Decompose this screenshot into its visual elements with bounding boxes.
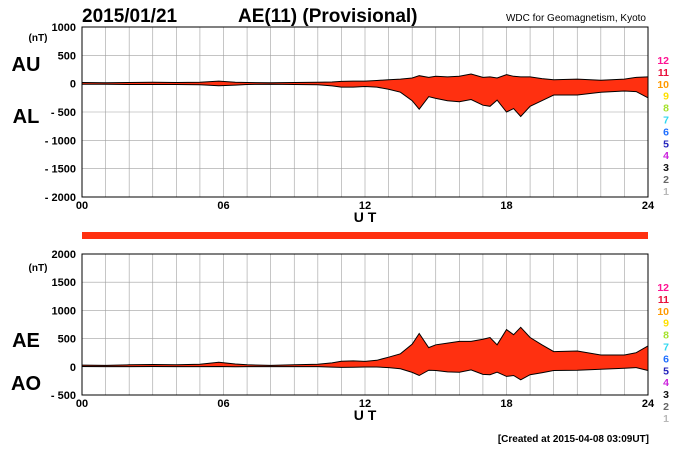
- station-count-label: 2: [663, 401, 669, 413]
- ae-ao-band: [82, 327, 648, 380]
- au-al-x-axis-label: U T: [354, 209, 377, 225]
- y-tick-label: 1500: [52, 277, 76, 289]
- y-tick-label: 500: [58, 334, 76, 346]
- y-tick-label: - 1500: [45, 164, 76, 176]
- station-count-label: 11: [658, 67, 669, 79]
- station-count-label: 3: [663, 162, 669, 174]
- au-label: AU: [12, 54, 41, 76]
- ae-ao-y-ticks: 2000 1500 1000 500 0 - 500: [51, 249, 76, 402]
- au-al-band: [82, 74, 648, 117]
- plot-title: AE(11) (Provisional): [238, 6, 418, 27]
- created-timestamp: [Created at 2015-04-08 03:09UT]: [498, 434, 649, 445]
- ao-line: [81, 365, 649, 381]
- station-count-label: 9: [663, 318, 669, 330]
- y-tick-label: - 2000: [45, 192, 76, 204]
- station-count-label: 6: [663, 126, 669, 138]
- y-tick-label: - 500: [51, 107, 76, 119]
- station-count-label: 12: [657, 282, 669, 294]
- y-tick-label: 0: [70, 362, 76, 374]
- station-count-label: 8: [663, 330, 669, 342]
- au-al-panel: 1000 500 0 - 500 - 1000 - 1500 - 2000 00 06 12 18…: [12, 22, 655, 225]
- station-count-label: 3: [663, 389, 669, 401]
- station-count-label: 2: [663, 174, 669, 186]
- y-tick-label: - 1000: [45, 135, 76, 147]
- x-tick-label: 24: [642, 200, 655, 212]
- au-al-unit-label: (nT): [29, 33, 48, 44]
- au-line: [81, 73, 649, 84]
- au-al-x-ticks: 00 06 12 18 24: [76, 200, 655, 212]
- ae-ao-frame: [81, 253, 649, 396]
- al-label: AL: [13, 106, 40, 128]
- y-tick-label: 500: [58, 50, 76, 62]
- y-tick-label: 1000: [52, 22, 76, 34]
- station-count-label: 5: [663, 138, 669, 150]
- x-tick-label: 06: [217, 200, 229, 212]
- x-tick-label: 18: [500, 398, 512, 410]
- station-count-label: 4: [663, 377, 669, 389]
- ae-ao-unit-label: (nT): [29, 263, 48, 274]
- separator-bar: [82, 232, 648, 239]
- au-al-grid: [82, 27, 648, 197]
- x-tick-label: 18: [500, 200, 512, 212]
- station-count-label: 9: [663, 91, 669, 103]
- station-count-label: 12: [657, 55, 669, 67]
- station-count-label: 10: [657, 306, 669, 318]
- station-count-label: 6: [663, 353, 669, 365]
- station-count-label: 10: [657, 79, 669, 91]
- station-count-label: 8: [663, 103, 669, 115]
- x-tick-label: 06: [217, 398, 229, 410]
- y-tick-label: - 500: [51, 390, 76, 402]
- station-count-label: 1: [663, 413, 669, 425]
- x-tick-label: 12: [359, 200, 371, 212]
- station-count-label: 5: [663, 365, 669, 377]
- au-al-y-ticks: 1000 500 0 - 500 - 1000 - 1500 - 2000: [45, 22, 76, 204]
- al-line: [82, 83, 649, 118]
- ae-ao-x-ticks: 00 06 12 18 24: [76, 398, 655, 410]
- ae-label: AE: [12, 330, 40, 352]
- plot-date: 2015/01/21: [82, 6, 178, 27]
- y-tick-label: 1000: [52, 305, 76, 317]
- x-tick-label: 24: [642, 398, 655, 410]
- station-count-label: 11: [658, 294, 669, 306]
- y-tick-label: 2000: [52, 249, 76, 261]
- x-tick-label: 00: [76, 200, 88, 212]
- station-count-label: 4: [663, 150, 669, 162]
- station-count-label: 7: [663, 115, 669, 127]
- ao-label: AO: [11, 373, 41, 395]
- x-tick-label: 00: [76, 398, 88, 410]
- data-source: WDC for Geomagnetism, Kyoto: [506, 13, 646, 24]
- au-al-frame: [81, 26, 649, 198]
- ae-ao-panel: 2000 1500 1000 500 0 - 500 00 06 12 18 24 (nT) U …: [11, 249, 655, 423]
- x-tick-label: 12: [359, 398, 371, 410]
- y-tick-label: 0: [70, 79, 76, 91]
- station-count-label: 7: [663, 342, 669, 354]
- ae-line: [81, 326, 649, 366]
- ae-ao-x-axis-label: U T: [354, 407, 377, 423]
- station-count-label: 1: [663, 186, 669, 198]
